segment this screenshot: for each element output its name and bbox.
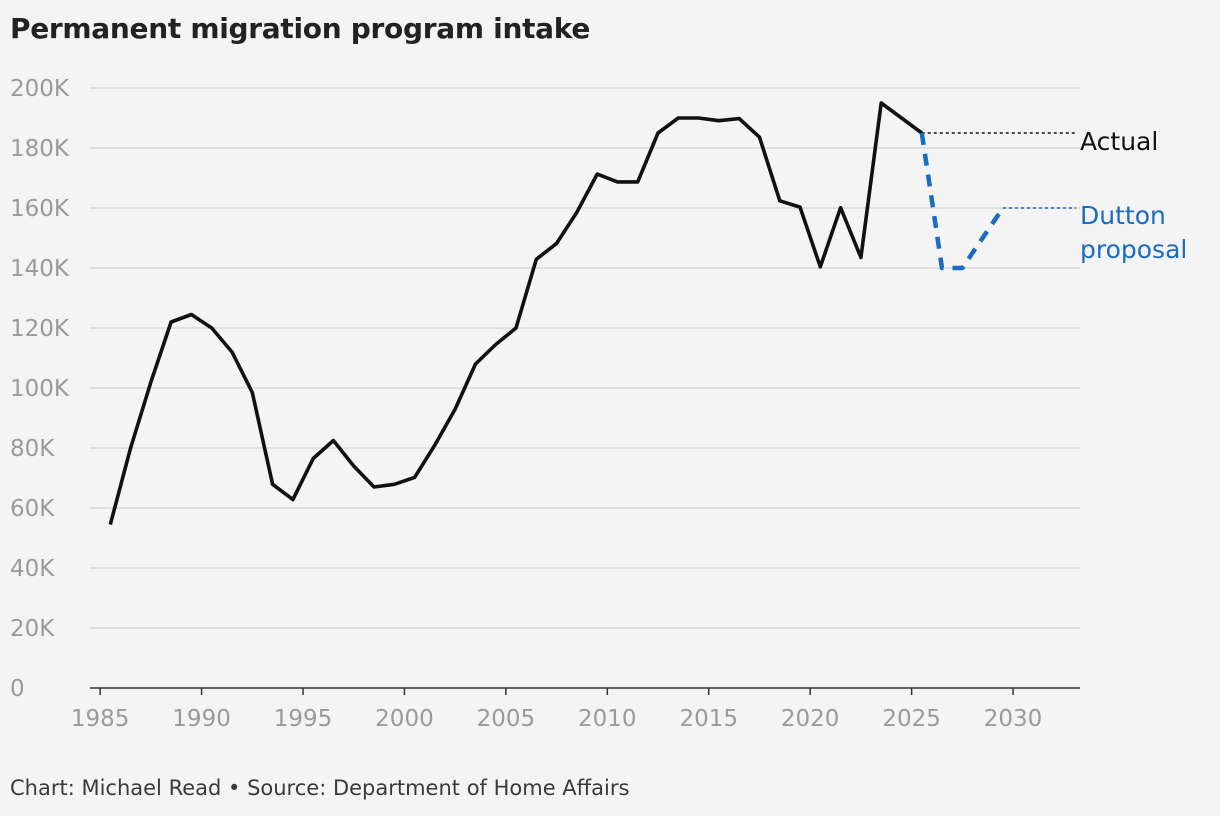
y-tick-label-100K: 100K <box>10 376 70 402</box>
y-tick-label-160K: 160K <box>10 196 70 222</box>
y-tick-label-80K: 80K <box>10 436 55 462</box>
series-line-proposal <box>919 132 1005 271</box>
y-tick-label-200K: 200K <box>10 76 70 102</box>
series-line-actual <box>108 101 923 525</box>
y-tick-label-40K: 40K <box>10 556 55 582</box>
series-label-actual: Actual <box>1080 127 1158 156</box>
x-tick-label-2020: 2020 <box>781 706 840 732</box>
x-tick-label-2010: 2010 <box>578 706 637 732</box>
y-tick-label-0: 0 <box>10 676 25 702</box>
y-tick-label-180K: 180K <box>10 136 70 162</box>
x-tick-label-1990: 1990 <box>172 706 231 732</box>
reference-lines <box>921 132 1076 209</box>
chart-title: Permanent migration program intake <box>10 12 591 45</box>
x-axis-ticks: 1985 1990 1995 2000 2005 2010 2015 2020 2025 2030 <box>71 688 1042 732</box>
series-lines <box>108 101 1005 525</box>
x-tick-label-2000: 2000 <box>375 706 434 732</box>
series-label-line: Dutton <box>1080 201 1166 230</box>
x-tick-label-1995: 1995 <box>274 706 333 732</box>
y-axis-ticks: 0 20K 40K 60K 80K 100K 120K 140K 160K 180K 200K <box>10 76 70 702</box>
y-tick-label-140K: 140K <box>10 256 70 282</box>
series-label-line: proposal <box>1080 235 1187 264</box>
series-labels: Actual Dutton proposal <box>1080 127 1187 264</box>
y-tick-label-20K: 20K <box>10 616 55 642</box>
x-tick-label-2015: 2015 <box>679 706 738 732</box>
x-tick-label-2030: 2030 <box>984 706 1043 732</box>
chart-credit: Chart: Michael Read • Source: Department… <box>10 776 630 800</box>
x-tick-label-1985: 1985 <box>71 706 130 732</box>
series-label-line: Actual <box>1080 127 1158 156</box>
y-tick-label-120K: 120K <box>10 316 70 342</box>
x-tick-label-2005: 2005 <box>477 706 536 732</box>
series-label-proposal: Dutton proposal <box>1080 201 1187 264</box>
x-tick-label-2025: 2025 <box>882 706 941 732</box>
y-tick-label-60K: 60K <box>10 496 55 522</box>
gridlines <box>90 87 1080 629</box>
